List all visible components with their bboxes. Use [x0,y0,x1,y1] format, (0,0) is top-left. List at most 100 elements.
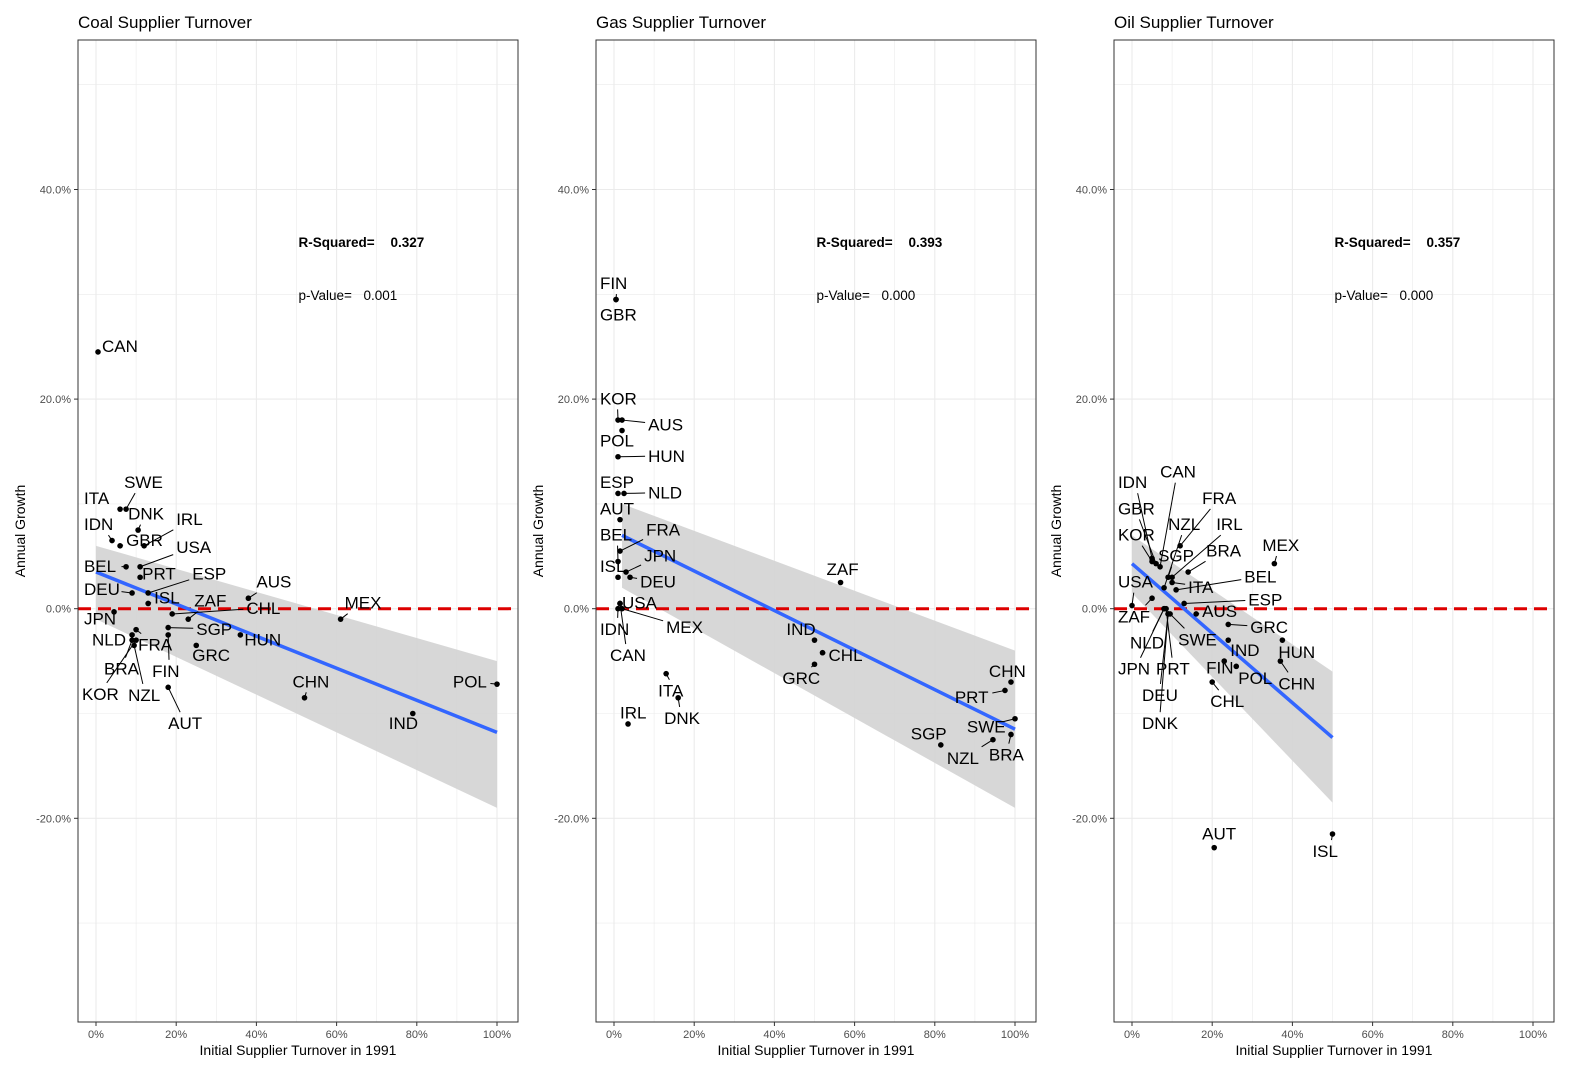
data-point-usa [137,564,143,570]
x-tick-label: 0% [88,1029,104,1041]
y-tick-label: 40.0% [1076,185,1107,197]
data-point-esp [615,491,621,497]
data-point-gbr [613,297,619,303]
point-label-isl: ISL [154,588,180,607]
x-tick-label: 20% [683,1029,705,1041]
data-point-nzl [131,643,137,649]
y-tick-label: 20.0% [558,394,589,406]
r-squared-value: 0.393 [909,235,943,250]
point-label-can: CAN [610,646,646,665]
point-label-mex: MEX [666,618,703,637]
x-axis-title: Initial Supplier Turnover in 1991 [718,1042,915,1058]
x-tick-label: 40% [763,1029,785,1041]
data-point-aus [1193,611,1199,617]
y-tick-label: 20.0% [40,394,71,406]
data-point-ind [812,637,818,643]
point-label-pol: POL [1238,669,1272,688]
r-squared-value: 0.357 [1427,235,1461,250]
y-axis-title: Annual Growth [1048,485,1064,578]
x-tick-label: 60% [326,1029,348,1041]
data-point-fin [1221,658,1227,664]
point-label-deu: DEU [640,573,676,592]
point-label-nld: NLD [92,630,126,649]
x-tick-label: 0% [1124,1029,1140,1041]
data-point-zaf [838,580,844,586]
point-label-aus: AUS [256,573,291,592]
point-label-prt: PRT [142,564,176,583]
point-label-pol: POL [600,431,634,450]
point-label-hun: HUN [648,447,685,466]
x-tick-label: 80% [406,1029,428,1041]
point-label-zaf: ZAF [827,560,859,579]
data-point-dnk [1165,611,1171,617]
r-squared-label: R-Squared= [1335,235,1411,250]
point-label-grc: GRC [1250,618,1288,637]
data-point-dnk [675,695,681,701]
data-point-bel [615,559,621,565]
point-label-mex: MEX [345,594,382,613]
point-label-dnk: DNK [128,505,165,524]
point-label-nld: NLD [1130,634,1164,653]
point-label-fin: FIN [152,662,179,681]
data-point-pol [494,681,500,687]
point-label-idn: IDN [1118,473,1147,492]
data-point-ita [663,671,669,677]
point-label-zaf: ZAF [1118,607,1150,626]
point-label-idn: IDN [84,515,113,534]
point-label-prt: PRT [955,688,989,707]
data-point-aut [1211,845,1217,851]
data-point-idn [109,538,115,544]
point-label-ind: IND [389,714,418,733]
point-label-chn: CHN [292,672,329,691]
point-label-isl: ISL [600,557,626,576]
data-point-kor [133,637,139,643]
data-point-chn [302,695,308,701]
point-label-fra: FRA [138,636,173,655]
y-tick-label: -20.0% [1072,813,1107,825]
data-point-nld [621,491,627,497]
point-label-chn: CHN [989,662,1026,681]
data-point-swe [1012,716,1018,722]
data-point-bel [1173,587,1179,593]
x-tick-label: 80% [1442,1029,1464,1041]
point-label-aut: AUT [1202,824,1236,843]
data-point-ind [1225,637,1231,643]
data-point-aus [246,595,252,601]
data-point-deu [129,590,135,596]
point-label-aus: AUS [648,416,683,435]
x-tick-label: 40% [1281,1029,1303,1041]
data-point-chn [1008,679,1014,685]
data-point-sgp [1165,574,1171,580]
point-label-esp: ESP [192,564,226,583]
point-label-irl: IRL [620,704,646,723]
point-label-dnk: DNK [1142,714,1179,733]
data-point-zaf [1149,595,1155,601]
p-value-label: p-Value= [1335,288,1389,303]
point-label-sgp: SGP [196,620,232,639]
point-label-sgp: SGP [1158,547,1194,566]
data-point-mex [619,606,625,612]
data-point-dnk [135,527,141,533]
point-label-bra: BRA [1206,541,1242,560]
r-squared-value: 0.327 [391,235,425,250]
data-point-grc [812,661,818,667]
point-label-bra: BRA [989,746,1025,765]
data-point-ita [117,506,123,512]
data-point-fra [133,627,139,633]
data-point-deu [627,574,633,580]
data-point-sgp [938,742,944,748]
point-label-esp: ESP [600,473,634,492]
point-label-pol: POL [453,672,487,691]
point-label-deu: DEU [84,580,120,599]
data-point-nld [129,632,135,638]
data-point-prt [1002,688,1008,694]
y-tick-label: 40.0% [40,185,71,197]
data-point-gbr [117,543,123,549]
point-label-gbr: GBR [600,306,637,325]
data-point-sgp [165,625,171,631]
y-tick-label: -20.0% [36,813,71,825]
y-tick-label: 20.0% [1076,394,1107,406]
point-label-chn: CHN [1278,674,1315,693]
data-point-hun [238,632,244,638]
point-label-ind: IND [1230,641,1259,660]
